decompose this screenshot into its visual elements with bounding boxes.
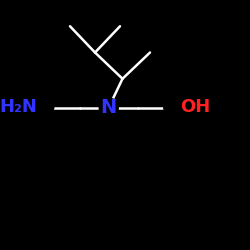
Ellipse shape: [99, 98, 118, 117]
Text: OH: OH: [180, 98, 210, 116]
Ellipse shape: [21, 98, 54, 117]
Text: H₂N: H₂N: [0, 98, 38, 116]
Text: N: N: [100, 98, 117, 117]
Ellipse shape: [164, 98, 196, 117]
